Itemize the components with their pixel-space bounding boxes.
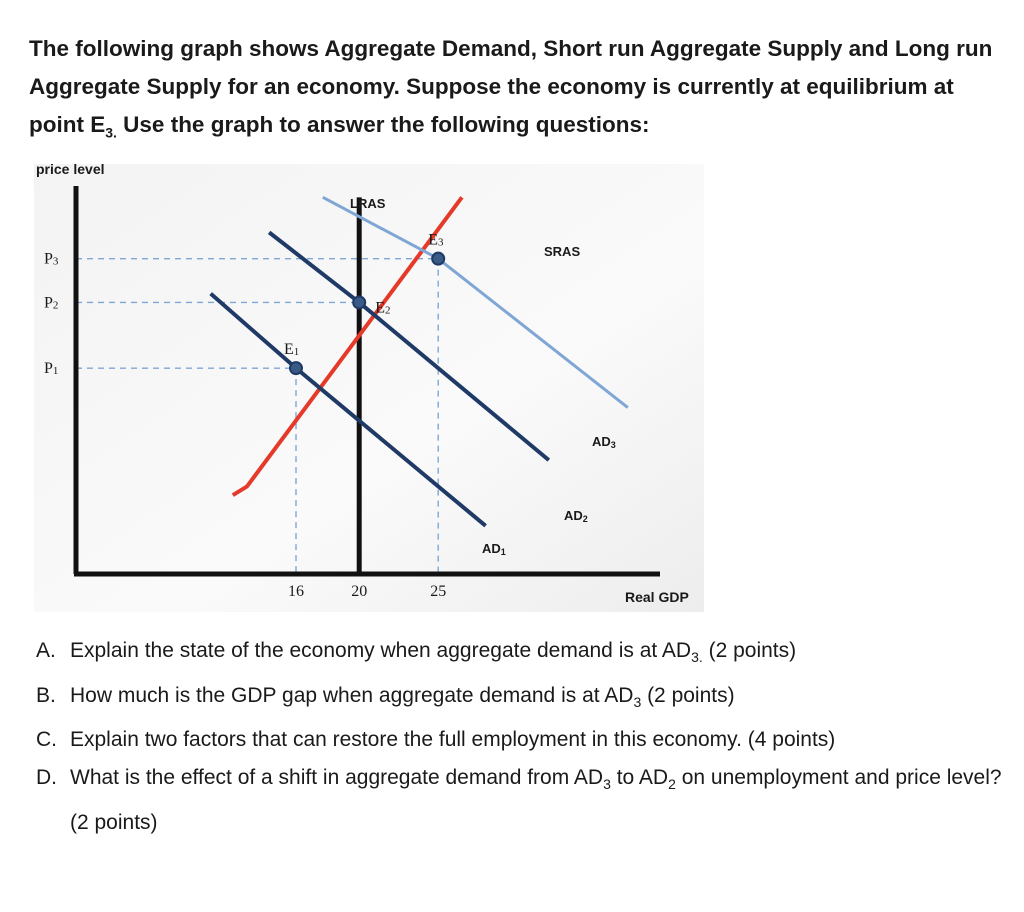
question-letter: C. <box>36 728 57 752</box>
question-b: B. How much is the GDP gap when aggregate… <box>36 677 1011 722</box>
equilibrium-point <box>431 251 446 266</box>
x-tick-label: 20 <box>351 583 367 600</box>
chart-background <box>34 164 704 612</box>
y-tick-label: P2 <box>44 294 58 311</box>
question-c: C. Explain two factors that can restore t… <box>36 721 1011 759</box>
intro-text-1: The following graph shows Aggregate Dema… <box>29 36 993 137</box>
intro-subscript: 3. <box>105 124 117 141</box>
x-axis-title: Real GDP <box>625 589 689 605</box>
question-subscript-2: 2 <box>668 776 676 793</box>
intro-text-2: Use the graph to answer the following qu… <box>116 112 650 137</box>
ad2-label: AD2 <box>564 508 588 524</box>
question-letter: D. <box>36 765 57 789</box>
question-text: Explain two factors that can restore the… <box>70 728 836 752</box>
sras-label: SRAS <box>544 244 580 259</box>
y-axis-title: price level <box>36 161 105 177</box>
equilibrium-points <box>289 251 446 376</box>
equilibrium-label: E2 <box>375 299 390 316</box>
question-text: What is the effect of a shift in aggrega… <box>70 765 604 789</box>
y-tick-label: P1 <box>44 360 58 377</box>
dashed-guides <box>76 257 439 574</box>
question-subscript: 3. <box>691 649 703 666</box>
axes <box>73 186 660 577</box>
ad1-label: AD1 <box>482 541 506 557</box>
equilibrium-label: E1 <box>284 341 299 358</box>
question-text-mid: to AD <box>610 765 669 789</box>
question-a: A. Explain the state of the economy when … <box>36 632 1011 677</box>
question-text-end: (2 points) <box>702 639 797 662</box>
question-subscript: 3 <box>633 693 642 710</box>
ad-as-chart: price level Real GDP 16 20 25 P3 P2 P1 E1 E2 E3 LRA… <box>34 161 704 612</box>
equilibrium-point <box>352 295 367 310</box>
equilibrium-point <box>289 361 303 376</box>
question-letter: A. <box>36 639 56 662</box>
question-letter: B. <box>36 683 56 707</box>
intro-paragraph: The following graph shows Aggregate Dema… <box>29 30 1004 152</box>
question-text-end: (2 points) <box>641 683 735 707</box>
question-text: How much is the GDP gap when aggregate d… <box>70 683 634 707</box>
lras-label: LRAS <box>350 196 386 211</box>
question-text: Explain the state of the economy when ag… <box>70 639 692 662</box>
x-tick-label: 25 <box>430 583 446 600</box>
equilibrium-label: E3 <box>428 232 444 249</box>
chart-labels: price level Real GDP 16 20 25 P3 P2 P1 E1 E2 E3 LRA… <box>36 161 689 605</box>
question-text-end: on unemployment and price level? (2 poin… <box>70 765 1002 834</box>
x-tick-label: 16 <box>288 583 304 600</box>
question-subscript: 3 <box>603 776 611 793</box>
y-tick-label: P3 <box>44 251 59 268</box>
question-d: D. What is the effect of a shift in aggre… <box>36 759 1011 841</box>
question-list: A. Explain the state of the economy when … <box>36 632 1011 841</box>
ad3-label: AD3 <box>592 434 616 450</box>
sras-curve <box>231 196 464 497</box>
